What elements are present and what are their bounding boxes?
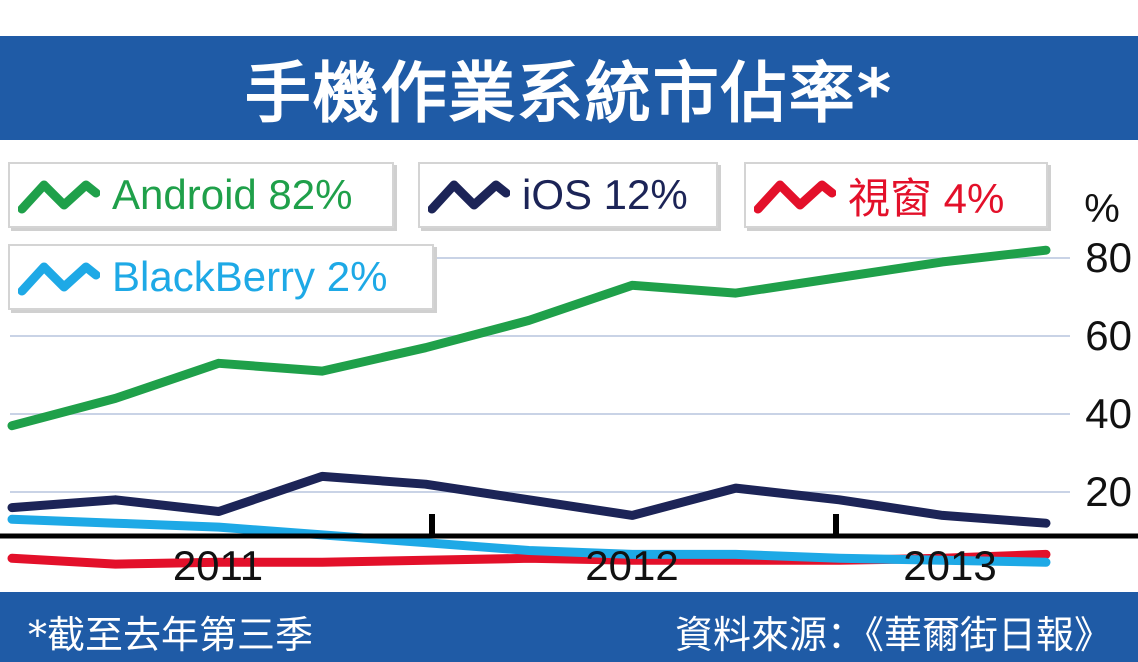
y-tick-label: 80 — [1085, 234, 1132, 281]
legend-android-label: Android 82% — [112, 171, 353, 218]
ios-legend-icon — [428, 180, 510, 214]
series-line-ios — [7, 471, 1051, 528]
legend-ios: iOS 12% — [418, 162, 718, 228]
blackberry-legend-icon — [18, 262, 100, 296]
legend-ios-label: iOS 12% — [522, 171, 688, 218]
windows-legend-icon — [754, 180, 836, 214]
series-line-android — [7, 245, 1051, 431]
legend-blackberry: BlackBerry 2% — [8, 244, 434, 310]
x-tick-label: 2013 — [903, 542, 996, 589]
source-credit: 資料來源：《華爾街日報》 — [674, 613, 1112, 657]
footer-bar: *截至去年第三季 資料來源：《華爾街日報》 — [0, 592, 1138, 662]
x-tick-label: 2011 — [173, 542, 263, 589]
chart-title: 手機作業系統市佔率* — [0, 36, 1138, 140]
legend-blackberry-label: BlackBerry 2% — [112, 253, 388, 300]
legend-android: Android 82% — [8, 162, 394, 228]
android-legend-icon — [18, 180, 100, 214]
y-unit-label: % — [1084, 187, 1120, 231]
y-tick-label: 60 — [1085, 312, 1132, 359]
line-chart: 20 40 60 80% 2011 2012 2013 — [0, 187, 1138, 589]
y-tick-label: 40 — [1085, 390, 1132, 437]
footnote: *截至去年第三季 — [28, 613, 314, 657]
legend-windows-label: 視窗 4% — [848, 174, 1005, 222]
series-line-blackberry — [7, 514, 1051, 567]
y-tick-label: 20 — [1085, 468, 1132, 515]
chart-area: 20 40 60 80% 2011 2012 2013 Android 82% iOS 12… — [0, 140, 1138, 592]
x-tick-label: 2012 — [585, 542, 678, 589]
legend-windows: 視窗 4% — [744, 162, 1048, 228]
